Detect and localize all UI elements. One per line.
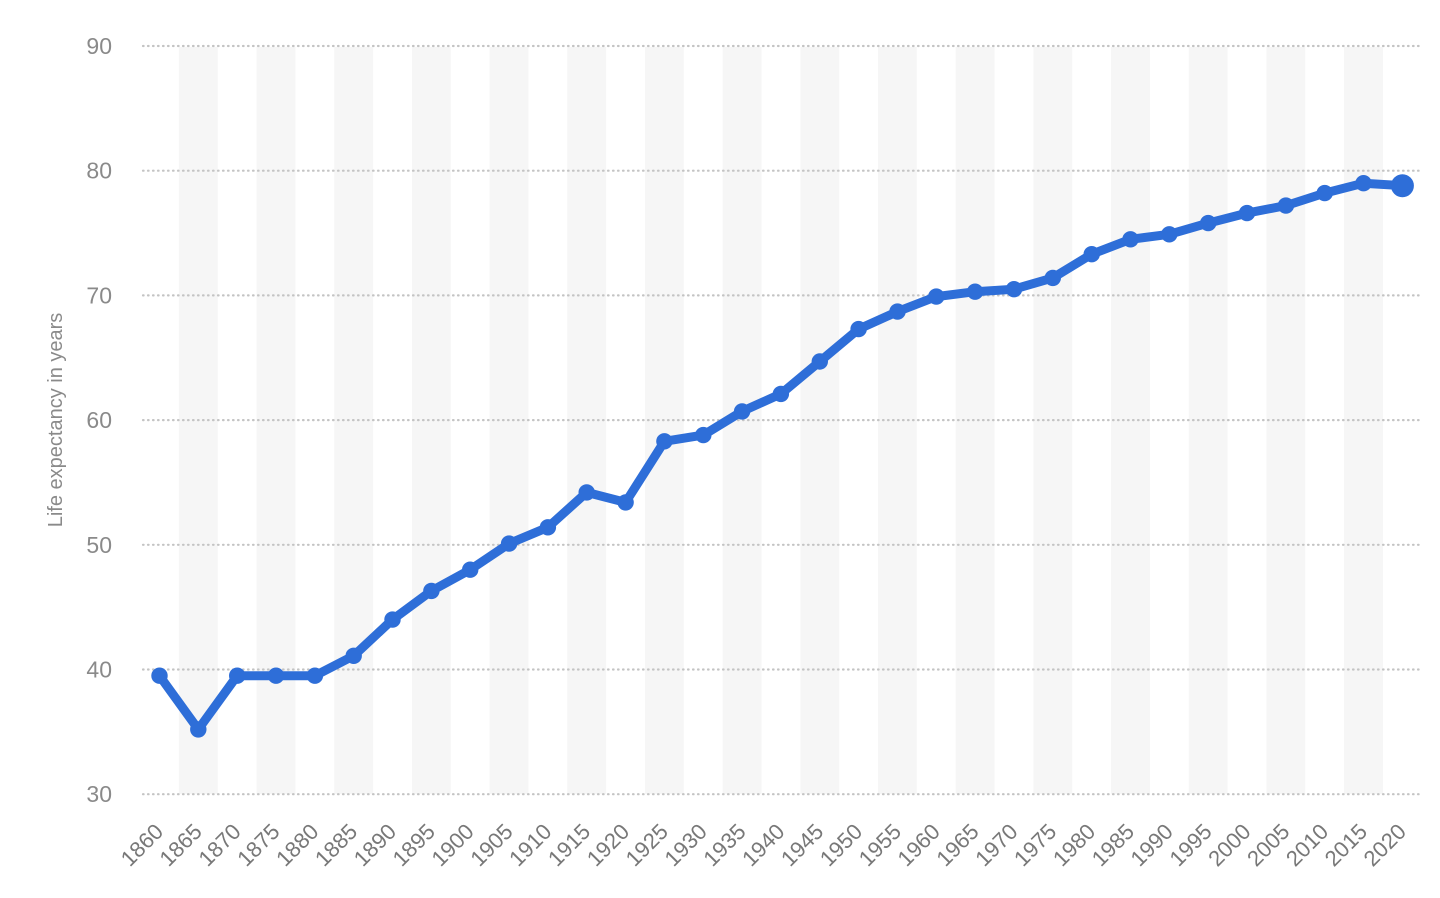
data-point[interactable] [1316, 184, 1333, 202]
x-tick-label: 1975 [1009, 819, 1061, 871]
data-point[interactable] [384, 611, 401, 628]
data-point[interactable] [462, 561, 479, 578]
data-point[interactable] [1238, 204, 1256, 222]
data-point[interactable] [539, 519, 557, 536]
data-point[interactable] [345, 647, 362, 664]
x-tick-label: 1980 [1048, 819, 1100, 871]
x-tick-label: 1900 [426, 819, 478, 871]
x-tick-label: 1995 [1164, 819, 1216, 871]
y-tick-label: 50 [86, 532, 112, 558]
data-point[interactable] [1083, 246, 1100, 263]
x-tick-label: 1895 [388, 819, 440, 871]
x-axis-tick-labels: 1860186518701875188018851890189519001905… [116, 819, 1411, 871]
y-axis-tick-labels: 30 40 50 60 70 80 90 [86, 33, 112, 807]
data-point[interactable] [500, 535, 518, 552]
x-tick-label: 1935 [698, 819, 750, 871]
y-tick-label: 60 [86, 407, 112, 433]
x-tick-label: 1885 [310, 819, 362, 871]
data-point[interactable] [1277, 197, 1295, 214]
data-point[interactable] [1122, 231, 1139, 248]
x-tick-label: 1890 [349, 819, 401, 871]
data-point[interactable] [1044, 269, 1062, 287]
data-point[interactable] [617, 494, 634, 511]
data-point[interactable] [811, 353, 828, 370]
x-tick-label: 2010 [1281, 819, 1333, 871]
data-point[interactable] [1390, 174, 1414, 198]
y-tick-label: 80 [86, 158, 112, 184]
x-tick-label: 1905 [465, 819, 517, 871]
x-tick-label: 1955 [854, 819, 906, 871]
data-point[interactable] [1161, 226, 1178, 243]
x-tick-label: 1990 [1126, 819, 1178, 871]
x-tick-label: 1860 [116, 819, 168, 871]
data-point[interactable] [1355, 175, 1372, 192]
data-point[interactable] [1200, 214, 1217, 232]
data-point[interactable] [423, 582, 440, 600]
data-point[interactable] [656, 433, 673, 450]
x-tick-label: 1920 [582, 819, 634, 871]
data-point[interactable] [190, 721, 207, 738]
horizontal-gridlines [141, 44, 1423, 796]
data-point[interactable] [928, 288, 945, 305]
data-point[interactable] [772, 385, 790, 403]
data-point[interactable] [733, 403, 751, 420]
x-tick-label: 2005 [1242, 819, 1294, 871]
x-tick-label: 1970 [970, 819, 1022, 871]
x-tick-label: 1965 [931, 819, 983, 871]
data-point[interactable] [229, 667, 246, 684]
data-point[interactable] [267, 667, 285, 684]
y-tick-label: 40 [86, 657, 112, 683]
x-tick-label: 1875 [232, 819, 284, 871]
data-point[interactable] [306, 667, 324, 684]
x-tick-label: 1960 [893, 819, 945, 871]
x-tick-label: 1870 [193, 819, 245, 871]
data-point[interactable] [850, 320, 867, 338]
data-series [151, 174, 1414, 738]
x-tick-label: 2000 [1203, 819, 1255, 871]
x-tick-label: 1925 [621, 819, 673, 871]
data-point[interactable] [966, 283, 984, 300]
data-point[interactable] [889, 303, 906, 320]
x-tick-label: 1930 [660, 819, 712, 871]
x-tick-label: 1865 [155, 819, 207, 871]
x-tick-label: 2015 [1320, 819, 1372, 871]
y-tick-label: 30 [86, 781, 112, 807]
y-axis-title: Life expectancy in years [45, 313, 67, 528]
data-point[interactable] [1005, 281, 1023, 298]
x-tick-label: 1945 [776, 819, 828, 871]
x-tick-label: 1915 [543, 819, 595, 871]
data-point[interactable] [151, 667, 168, 684]
data-point[interactable] [578, 484, 595, 501]
y-tick-label: 90 [86, 33, 112, 59]
x-tick-label: 1880 [271, 819, 323, 871]
x-tick-label: 1950 [815, 819, 867, 871]
x-tick-label: 1940 [737, 819, 789, 871]
x-tick-label: 2020 [1359, 819, 1411, 871]
x-tick-label: 1910 [504, 819, 556, 871]
y-tick-label: 70 [86, 282, 112, 308]
data-point[interactable] [695, 426, 712, 444]
x-tick-label: 1985 [1087, 819, 1139, 871]
